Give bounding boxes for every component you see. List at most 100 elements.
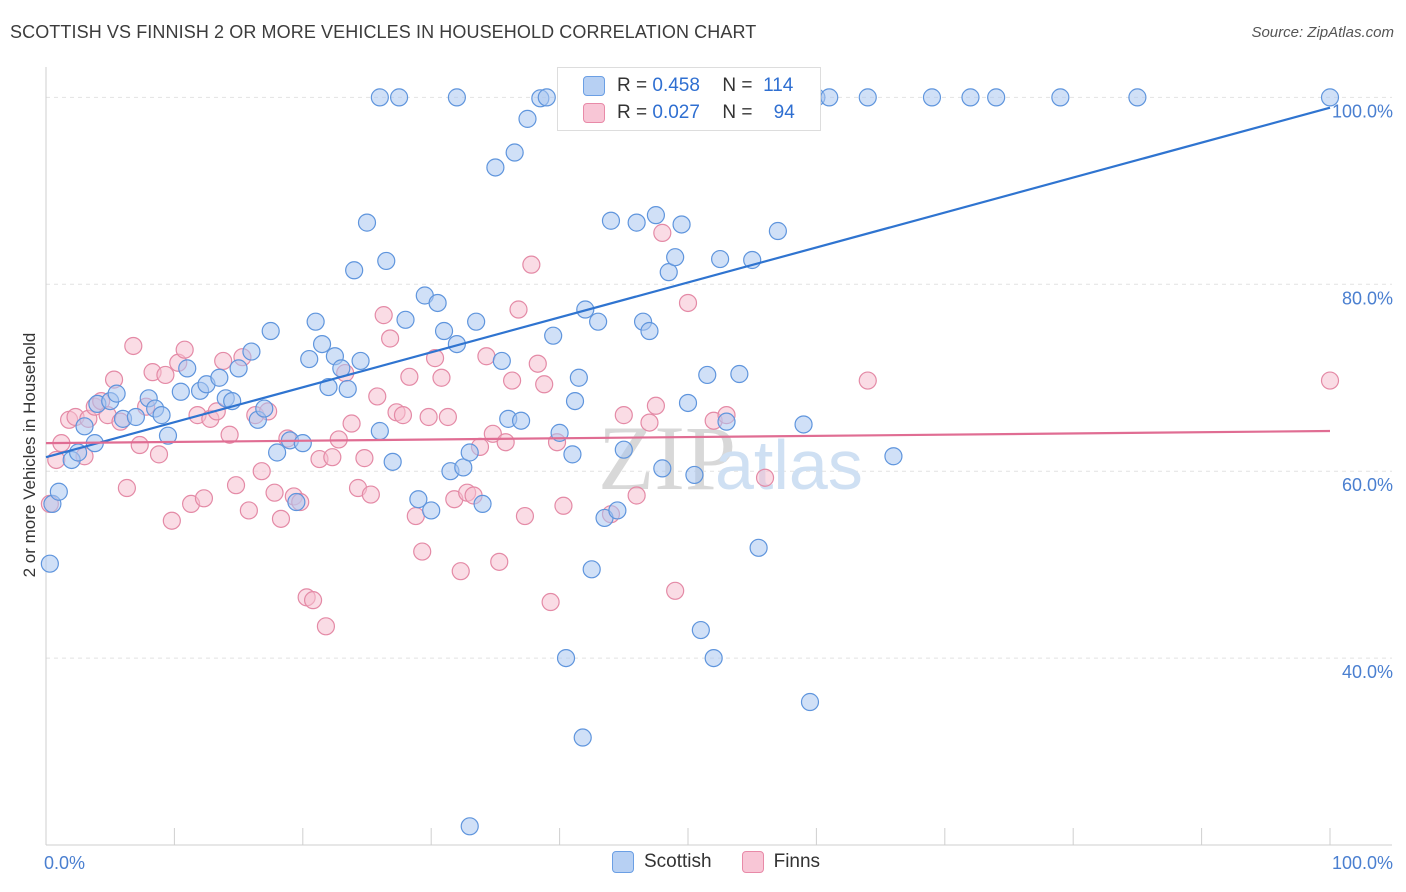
finns-point (528, 354, 547, 373)
scottish-point (569, 368, 588, 387)
scottish-point (152, 406, 171, 425)
finns-point (496, 433, 515, 452)
scottish-point (357, 213, 377, 232)
scottish-points (40, 88, 1340, 836)
scottish-point (126, 407, 145, 427)
scottish-point (171, 382, 190, 401)
finns-legend-swatch (741, 851, 764, 873)
finns-swatch (583, 103, 605, 123)
finns-point (535, 375, 554, 394)
finns-point (361, 485, 380, 504)
scottish-point (565, 392, 585, 411)
scottish-point (691, 620, 710, 640)
scottish-legend-label: Scottish (644, 851, 712, 872)
x-tick-label-start: 0.0% (44, 853, 85, 873)
legend-item-scottish[interactable]: Scottish (612, 851, 712, 873)
finns-point (477, 347, 496, 366)
finns-point (239, 501, 258, 520)
finns-point (156, 365, 175, 385)
scottish-point (1051, 88, 1070, 107)
scottish-point (653, 459, 672, 478)
scottish-point (319, 377, 338, 397)
scottish-point (550, 423, 569, 442)
watermark-atlas: atlas (715, 426, 863, 504)
grid-lines (46, 96, 1392, 659)
scottish-trend-line (45, 106, 1331, 459)
y-tick-label: 100.0% (1332, 101, 1393, 121)
scottish-point (306, 312, 325, 331)
finns-point (400, 367, 419, 386)
finns-point (554, 496, 573, 515)
scottish-point (287, 492, 306, 512)
tick-labels: 40.0% 60.0% 80.0% 100.0% 0.0% 100.0% (44, 101, 1393, 873)
scottish-point (447, 88, 466, 107)
scottish-point (210, 368, 229, 387)
scottish-point (377, 251, 396, 271)
finns-point (666, 581, 685, 600)
scottish-point (242, 342, 261, 361)
finns-point (323, 448, 342, 467)
scottish-point (672, 215, 691, 234)
scottish-point (563, 445, 582, 464)
scottish-point (717, 412, 736, 431)
scottish-point (710, 249, 730, 269)
finns-point (1320, 371, 1340, 390)
scottish-point (300, 349, 319, 369)
scottish-point (293, 434, 312, 453)
scottish-point (646, 206, 666, 225)
scottish-point (544, 326, 563, 345)
finns-n-value: 94 (773, 102, 795, 123)
finns-trend-line (45, 429, 1331, 445)
scottish-point (370, 88, 389, 107)
scottish-point (422, 501, 441, 520)
scottish-point (608, 501, 627, 520)
finns-point (252, 462, 271, 481)
scottish-point (460, 817, 479, 836)
scottish-r-value: 0.458 (652, 75, 700, 96)
finns-point (175, 340, 194, 359)
finns-r-label: R = (617, 102, 648, 123)
scottish-point (800, 692, 820, 712)
legend-item-finns[interactable]: Finns (741, 851, 820, 873)
finns-point (316, 617, 336, 636)
scottish-point (666, 248, 685, 267)
finns-point (438, 407, 457, 427)
finns-point (653, 223, 672, 242)
scottish-point (627, 213, 646, 232)
finns-point (124, 336, 143, 356)
scottish-point (345, 261, 364, 280)
scottish-point (678, 393, 698, 413)
finns-point (490, 552, 509, 571)
scottish-point (492, 351, 511, 371)
scottish-point (75, 417, 94, 436)
scottish-point (987, 88, 1006, 107)
scottish-point (518, 109, 537, 128)
scottish-point (460, 443, 479, 462)
scottish-point (409, 490, 428, 509)
scottish-point (685, 465, 704, 485)
finns-point (509, 300, 528, 319)
finns-point (425, 349, 445, 368)
finns-point (368, 387, 387, 406)
scottish-point (261, 321, 280, 341)
finns-point (342, 414, 361, 433)
x-tick-label-end: 100.0% (1332, 853, 1393, 873)
scottish-point (268, 443, 287, 462)
scottish-point (884, 447, 903, 466)
trend-lines (45, 106, 1331, 459)
scottish-point (1128, 88, 1147, 107)
scottish-point (428, 293, 447, 313)
finns-point (149, 445, 169, 464)
scottish-swatch (583, 76, 605, 96)
finns-point (406, 506, 425, 526)
y-tick-label: 80.0% (1342, 288, 1393, 308)
scottish-point (614, 440, 633, 459)
scottish-point (486, 158, 505, 177)
legend-row-scottish: R = 0.458 N = 114 (583, 73, 793, 99)
scottish-point (511, 411, 531, 430)
scottish-point (467, 312, 486, 331)
finns-r-value: 0.027 (652, 102, 700, 123)
scottish-point (768, 221, 787, 241)
scottish-point (922, 88, 942, 107)
finns-point (614, 406, 633, 425)
